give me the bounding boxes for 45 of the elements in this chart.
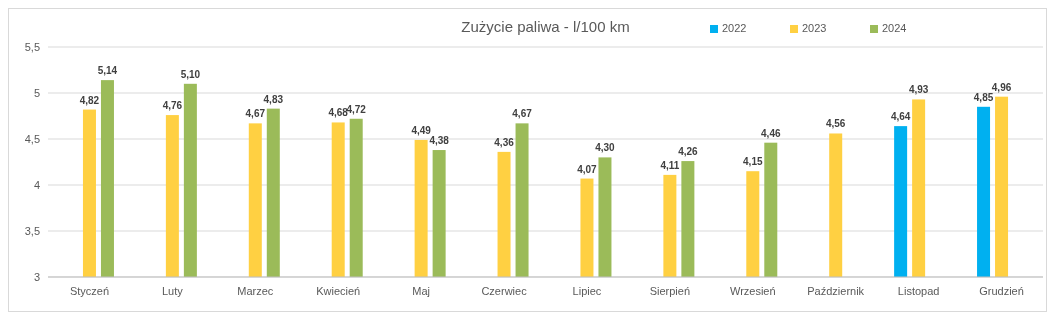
x-tick-label: Styczeń xyxy=(69,285,110,297)
legend-label: 2022 xyxy=(722,22,747,34)
x-tick-label: Marzec xyxy=(237,285,274,297)
data-label: 4,82 xyxy=(79,94,100,106)
x-tick-label: Kwiecień xyxy=(316,285,361,297)
data-label: 4,76 xyxy=(162,100,183,112)
x-tick-label: Czerwiec xyxy=(481,285,528,297)
data-label: 4,93 xyxy=(908,84,929,96)
y-tick-label: 5,5 xyxy=(24,40,40,53)
data-label: 4,56 xyxy=(825,118,846,130)
legend-label: 2024 xyxy=(882,22,907,34)
data-label: 4,67 xyxy=(512,108,533,120)
data-label: 4,67 xyxy=(245,108,266,120)
data-label: 4,68 xyxy=(328,107,349,119)
legend-label: 2023 xyxy=(802,22,827,34)
y-tick-label: 4 xyxy=(33,178,40,191)
x-tick-label: Maj xyxy=(412,285,430,297)
data-label: 4,83 xyxy=(263,93,284,105)
y-tick-label: 3 xyxy=(33,270,40,283)
x-tick-label: Październik xyxy=(807,285,865,297)
data-label: 4,30 xyxy=(595,142,616,154)
y-tick-label: 4,5 xyxy=(24,132,40,145)
x-tick-label: Sierpień xyxy=(649,285,691,297)
x-tick-label: Listopad xyxy=(897,285,940,297)
data-label: 4,07 xyxy=(577,163,598,175)
data-label: 4,26 xyxy=(678,146,699,158)
data-label: 4,96 xyxy=(991,81,1012,93)
data-label: 5,14 xyxy=(97,65,118,77)
x-tick-label: Lipiec xyxy=(572,285,602,297)
data-label: 4,85 xyxy=(973,91,994,103)
x-tick-label: Wrzesień xyxy=(729,285,776,297)
x-tick-label: Luty xyxy=(161,285,184,297)
data-label: 4,72 xyxy=(346,103,367,115)
data-label: 4,49 xyxy=(411,124,432,136)
data-label: 4,38 xyxy=(429,135,450,147)
y-tick-label: 3,5 xyxy=(24,224,40,237)
data-label: 4,15 xyxy=(743,156,763,168)
data-label: 5,10 xyxy=(180,68,201,80)
y-tick-label: 5 xyxy=(33,86,40,99)
data-label: 4,46 xyxy=(761,127,781,139)
data-label: 4,36 xyxy=(494,136,515,148)
data-label: 4,64 xyxy=(890,111,911,123)
x-tick-label: Grudzień xyxy=(979,285,1024,297)
data-label: 4,11 xyxy=(660,159,680,171)
chart-title: Zużycie paliwa - l/100 km xyxy=(461,18,630,35)
